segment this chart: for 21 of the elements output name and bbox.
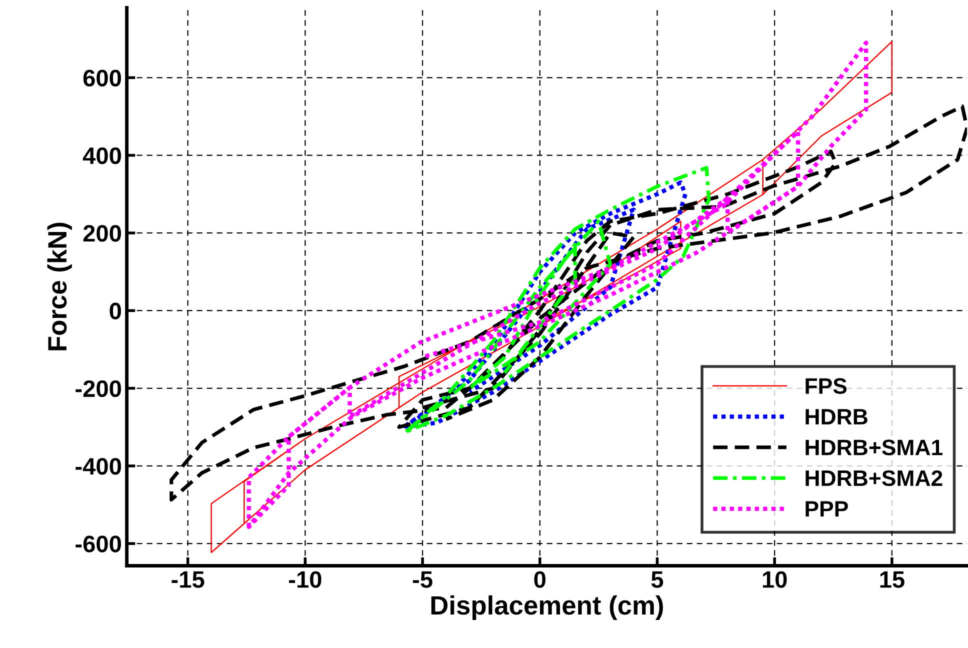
y-tick-label: 400 <box>82 147 121 164</box>
x-axis-title: Displacement (cm) <box>431 595 663 620</box>
x-tick-label: 10 <box>762 571 787 588</box>
y-axis-title: Force (kN) <box>47 222 72 350</box>
x-tick-label: -10 <box>289 571 322 588</box>
x-tick-label: 5 <box>651 571 664 588</box>
x-tick-label: 0 <box>534 571 546 588</box>
legend-label: HDRB <box>806 409 868 424</box>
y-tick-label: 600 <box>83 70 121 86</box>
legend-label: FPS <box>806 378 847 394</box>
y-tick-label: -600 <box>76 536 121 552</box>
x-tick-label: -15 <box>172 571 204 588</box>
y-tick-label: -400 <box>76 458 121 475</box>
x-tick-label: -5 <box>412 571 432 588</box>
legend-label: PPP <box>806 501 848 517</box>
legend-label: HDRB+SMA1 <box>806 440 943 456</box>
y-tick-label: -200 <box>76 380 121 398</box>
legend-label: HDRB+SMA2 <box>806 470 942 486</box>
y-tick-label: 0 <box>110 302 121 320</box>
y-tick-label: 200 <box>83 225 121 242</box>
x-tick-label: 15 <box>880 571 904 588</box>
